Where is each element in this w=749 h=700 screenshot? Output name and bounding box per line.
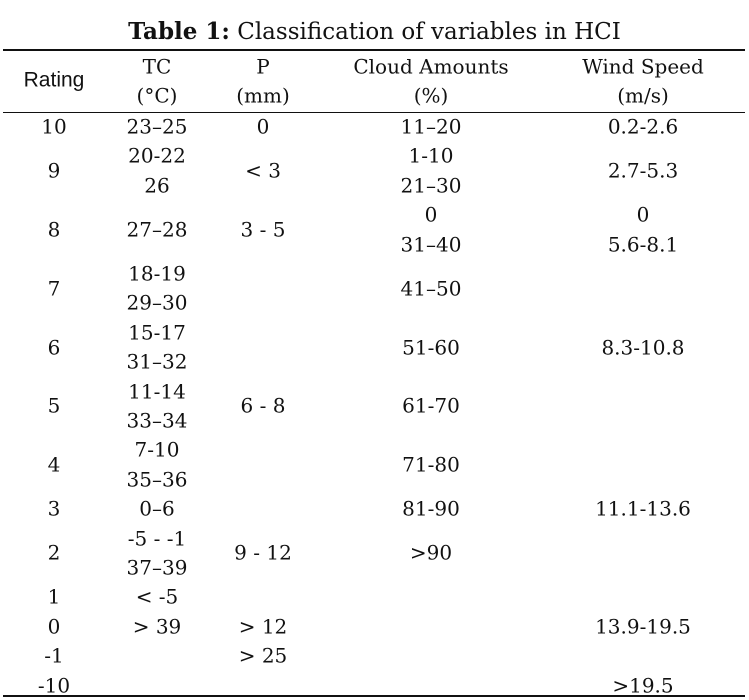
rating-cell: 2 <box>47 540 61 565</box>
header-tc: TC <box>142 54 172 79</box>
cloud-amount-cell: 81-90 <box>402 496 460 521</box>
tc-cell: 15-17 <box>128 320 186 345</box>
p-cell: < 3 <box>245 158 281 183</box>
cloud-amount-cell: 21–30 <box>400 173 462 198</box>
tc-cell: 37–39 <box>126 555 188 580</box>
tc-cell: 7-10 <box>134 437 180 462</box>
header-rating: Rating <box>23 68 85 92</box>
tc-cell: 18-19 <box>128 261 186 286</box>
cloud-amount-cell: 51-60 <box>402 334 460 359</box>
top-rule <box>3 49 745 51</box>
header-wind: Wind Speed <box>582 54 704 79</box>
rating-cell: 3 <box>47 496 61 521</box>
tc-cell: 11-14 <box>128 378 186 403</box>
cloud-amount-cell: 61-70 <box>402 393 460 418</box>
p-cell: > 25 <box>238 643 288 668</box>
rating-cell: -10 <box>37 672 71 697</box>
rating-cell: 4 <box>47 452 61 477</box>
p-cell: 3 - 5 <box>240 217 286 242</box>
wind-speed-cell: 0 <box>636 202 650 227</box>
header-rule <box>3 112 745 113</box>
p-cell: > 12 <box>238 614 288 639</box>
tc-cell: 29–30 <box>126 290 188 315</box>
cloud-amount-cell: 71-80 <box>402 452 460 477</box>
cloud-amount-cell: 11–20 <box>400 114 462 139</box>
wind-speed-cell: 13.9-19.5 <box>595 614 691 639</box>
tc-cell: 31–32 <box>126 349 188 374</box>
p-cell: 9 - 12 <box>234 540 292 565</box>
tc-cell: < -5 <box>135 584 179 609</box>
tc-cell: 33–34 <box>126 408 188 433</box>
rating-cell: 1 <box>47 584 61 609</box>
tc-cell: 27–28 <box>126 217 188 242</box>
header-wind-unit: (m/s) <box>617 83 669 108</box>
wind-speed-cell: 2.7-5.3 <box>607 158 679 183</box>
p-cell: 0 <box>256 114 270 139</box>
table-title-label: Table 1: <box>128 18 230 45</box>
tc-cell: 0–6 <box>139 496 175 521</box>
rating-cell: 9 <box>47 158 61 183</box>
cloud-amount-cell: 31–40 <box>400 231 462 256</box>
cloud-amount-cell: 41–50 <box>400 275 462 300</box>
cloud-amount-cell: 1-10 <box>408 143 454 168</box>
tc-cell: 26 <box>144 173 170 198</box>
tc-cell: 35–36 <box>126 467 188 492</box>
header-tc-unit: (°C) <box>136 83 178 108</box>
cloud-amount-cell: >90 <box>409 540 453 565</box>
wind-speed-cell: 5.6-8.1 <box>607 231 679 256</box>
rating-cell: 6 <box>47 334 61 359</box>
tc-cell: -5 - -1 <box>127 525 187 550</box>
cloud-amount-cell: 0 <box>424 202 438 227</box>
table-title: Table 1: Classification of variables in … <box>0 18 749 46</box>
rating-cell: -1 <box>44 643 64 668</box>
header-cloud: Cloud Amounts <box>353 54 509 79</box>
rating-cell: 10 <box>41 114 67 139</box>
p-cell: 6 - 8 <box>240 393 286 418</box>
rating-cell: 5 <box>47 393 61 418</box>
wind-speed-cell: 0.2-2.6 <box>607 114 679 139</box>
rating-cell: 7 <box>47 275 61 300</box>
tc-cell: 20-22 <box>128 143 186 168</box>
rating-cell: 8 <box>47 217 61 242</box>
wind-speed-cell: 8.3-10.8 <box>601 334 685 359</box>
rating-cell: 0 <box>47 614 61 639</box>
table-title-text: Classification of variables in HCI <box>229 19 621 45</box>
tc-cell: 23–25 <box>126 114 188 139</box>
header-p: P <box>256 54 270 79</box>
wind-speed-cell: >19.5 <box>612 672 674 697</box>
header-p-unit: (mm) <box>236 83 290 108</box>
bottom-rule <box>3 695 745 697</box>
wind-speed-cell: 11.1-13.6 <box>595 496 691 521</box>
header-cloud-unit: (%) <box>413 83 449 108</box>
tc-cell: > 39 <box>132 614 182 639</box>
